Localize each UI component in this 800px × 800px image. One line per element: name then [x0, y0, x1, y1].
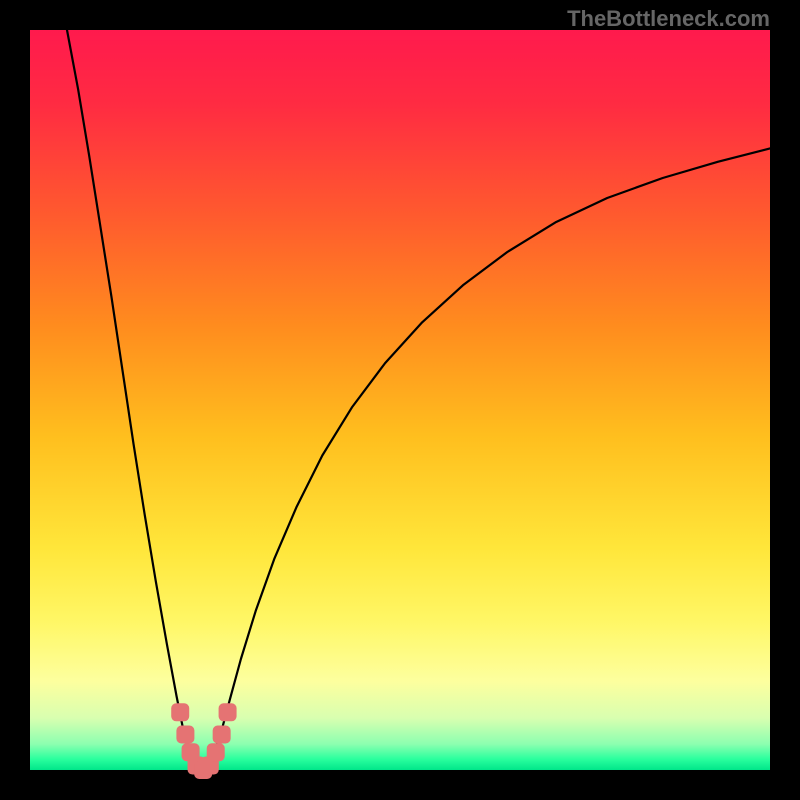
marker-point: [213, 725, 231, 743]
chart-outer: TheBottleneck.com: [0, 0, 800, 800]
marker-group: [171, 703, 236, 779]
curve-left-branch: [67, 30, 202, 770]
marker-point: [219, 703, 237, 721]
marker-point: [171, 703, 189, 721]
plot-area: [30, 30, 770, 770]
marker-point: [207, 743, 225, 761]
marker-point: [176, 725, 194, 743]
watermark-text: TheBottleneck.com: [567, 6, 770, 32]
curve-layer: [30, 30, 770, 770]
curve-right-branch: [202, 148, 770, 770]
